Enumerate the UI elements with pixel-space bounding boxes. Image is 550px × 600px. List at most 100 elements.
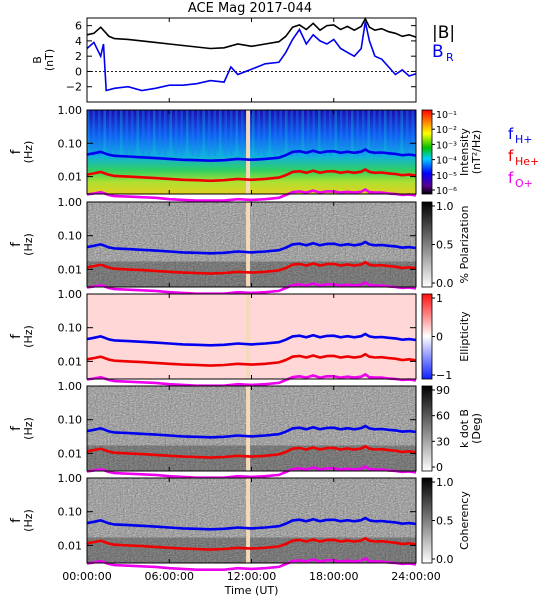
coherency-ylabel: (Hz) xyxy=(22,509,35,532)
coherency-line-f_h xyxy=(86,516,417,531)
intensity-streak xyxy=(241,110,244,157)
intensity-streak xyxy=(191,110,194,157)
intensity-streak xyxy=(351,110,354,157)
coherency-ytick-label: 0.10 xyxy=(58,506,83,519)
legend-Hplus: f xyxy=(508,125,514,143)
ellipticity-line-f_o xyxy=(86,372,417,387)
intensity-streak xyxy=(136,110,139,157)
time-tick-label: 18:00:00 xyxy=(309,570,358,583)
intensity-streak xyxy=(186,110,189,157)
intensity-colorbar-tick-label: 10⁻⁵ xyxy=(436,171,457,182)
polarization-colorbar-tick-label: 0.5 xyxy=(436,239,454,252)
intensity-streak xyxy=(125,110,128,157)
intensity-streak xyxy=(285,110,288,157)
polarization-colorbar-tick-label: 0.0 xyxy=(436,277,454,290)
kdotb-data-gap xyxy=(246,386,251,471)
intensity-streak xyxy=(224,110,227,157)
kdotb-ytick-label: 0.01 xyxy=(58,447,83,460)
polarization-data-gap xyxy=(246,202,251,287)
intensity-streak xyxy=(142,110,145,157)
ellipticity-colorbar-tick-label: 1 xyxy=(436,292,443,305)
intensity-colorbar-tick-label: 10⁻³ xyxy=(436,140,457,151)
intensity-streak xyxy=(312,110,315,157)
ellipticity-ylabel: (Hz) xyxy=(22,325,35,348)
time-tick-label: 24:00:00 xyxy=(391,570,440,583)
ellipticity-colorbar-label: Ellipticity xyxy=(458,311,471,362)
polarization-ylabel: f xyxy=(9,242,24,247)
intensity-streak xyxy=(345,110,348,157)
intensity-streak xyxy=(114,110,117,157)
intensity-colorbar-tick-label: 10⁻⁴ xyxy=(436,156,457,167)
ellipticity-spectrogram-red xyxy=(87,294,416,337)
intensity-line-f_he xyxy=(86,168,417,183)
intensity-streak xyxy=(235,110,238,157)
intensity-streak xyxy=(329,110,332,157)
polarization-ytick-label: 1.00 xyxy=(58,196,83,209)
intensity-streak xyxy=(290,110,293,157)
intensity-line-f_h xyxy=(86,148,417,163)
figure-title: ACE Mag 2017-044 xyxy=(187,1,313,16)
intensity-colorbar-label: Intensity xyxy=(458,128,471,176)
ellipticity-ytick-label: 0.01 xyxy=(58,355,83,368)
intensity-streak xyxy=(356,110,359,157)
intensity-streak xyxy=(169,110,172,157)
polarization-ytick-label: 0.10 xyxy=(58,230,83,243)
coherency-ylabel: f xyxy=(9,518,24,523)
polarization-ylabel: (Hz) xyxy=(22,233,35,256)
field-ytick-label: 2 xyxy=(75,50,82,63)
kdotb-ytick-label: 1.00 xyxy=(58,380,83,393)
intensity-streak xyxy=(263,110,266,157)
intensity-streak xyxy=(109,110,112,157)
legend-subscript: H+ xyxy=(515,133,533,146)
legend-br: B xyxy=(432,42,444,62)
kdotb-colorbar-label: (Deg) xyxy=(470,413,483,444)
kdotb-line-f_he xyxy=(86,444,417,459)
coherency-colorbar-tick-label: 1.0 xyxy=(436,476,454,489)
legend-Oplus: f xyxy=(508,169,514,187)
intensity-streak xyxy=(373,110,376,157)
intensity-colorbar xyxy=(421,109,433,195)
intensity-streak xyxy=(395,110,398,157)
intensity-streak xyxy=(213,110,216,157)
kdotb-colorbar-tick-label: 0 xyxy=(436,461,443,474)
coherency-colorbar-label: Coherency xyxy=(458,491,471,550)
ellipticity-tint xyxy=(87,294,416,379)
polarization-colorbar-label: % Polarization xyxy=(458,206,471,284)
polarization-colorbar-tick-label: 1.0 xyxy=(436,200,454,213)
series-line-0 xyxy=(86,17,417,50)
intensity-streak xyxy=(147,110,150,157)
intensity-streak xyxy=(153,110,156,157)
intensity-streak xyxy=(384,110,387,157)
intensity-panel: 0.010.101.00f(Hz)10⁻¹10⁻²10⁻³10⁻⁴10⁻⁵10⁻… xyxy=(9,104,539,202)
legend-Heplus: f xyxy=(508,147,514,165)
intensity-ylabel: f xyxy=(9,149,24,154)
intensity-streak xyxy=(208,110,211,157)
intensity-colorbar-label: (nT²/Hz) xyxy=(470,130,483,174)
ellipticity-colorbar xyxy=(421,293,433,380)
polarization-panel: 0.01 0.10 1.00 f(Hz) 1.0 0.5 0.0 % Polarization xyxy=(9,196,471,295)
ellipticity-line-f_h xyxy=(86,332,417,347)
intensity-streak xyxy=(389,110,392,157)
intensity-streak xyxy=(202,110,205,157)
intensity-streak xyxy=(180,110,183,157)
ellipticity-panel: 0.01 0.10 1.00 f(Hz) 1 0 −1 Ellipticity xyxy=(9,288,471,387)
kdotb-colorbar-tick-label: 60 xyxy=(436,410,450,423)
intensity-streak xyxy=(323,110,326,157)
field-ylabel: (nT) xyxy=(43,49,56,71)
intensity-streak xyxy=(158,110,161,157)
intensity-streak xyxy=(120,110,123,157)
field-ytick-label: −2 xyxy=(66,81,82,94)
ellipticity-ytick-label: 0.10 xyxy=(58,322,83,335)
coherency-panel: 0.01 0.10 1.00 f(Hz) 1.0 0.5 0.0 Coherency xyxy=(9,472,471,571)
coherency-data-gap xyxy=(246,478,251,563)
kdotb-colorbar-label: k dot B xyxy=(458,409,471,448)
intensity-streak xyxy=(257,110,260,157)
intensity-streak xyxy=(307,110,310,157)
coherency-ytick-label: 0.01 xyxy=(58,539,83,552)
ellipticity-ylabel: f xyxy=(9,334,24,339)
field-ytick-label: 0 xyxy=(75,65,82,78)
intensity-streak xyxy=(296,110,299,157)
legend-subscript: O+ xyxy=(515,177,533,190)
kdotb-line-f_h xyxy=(86,424,417,439)
